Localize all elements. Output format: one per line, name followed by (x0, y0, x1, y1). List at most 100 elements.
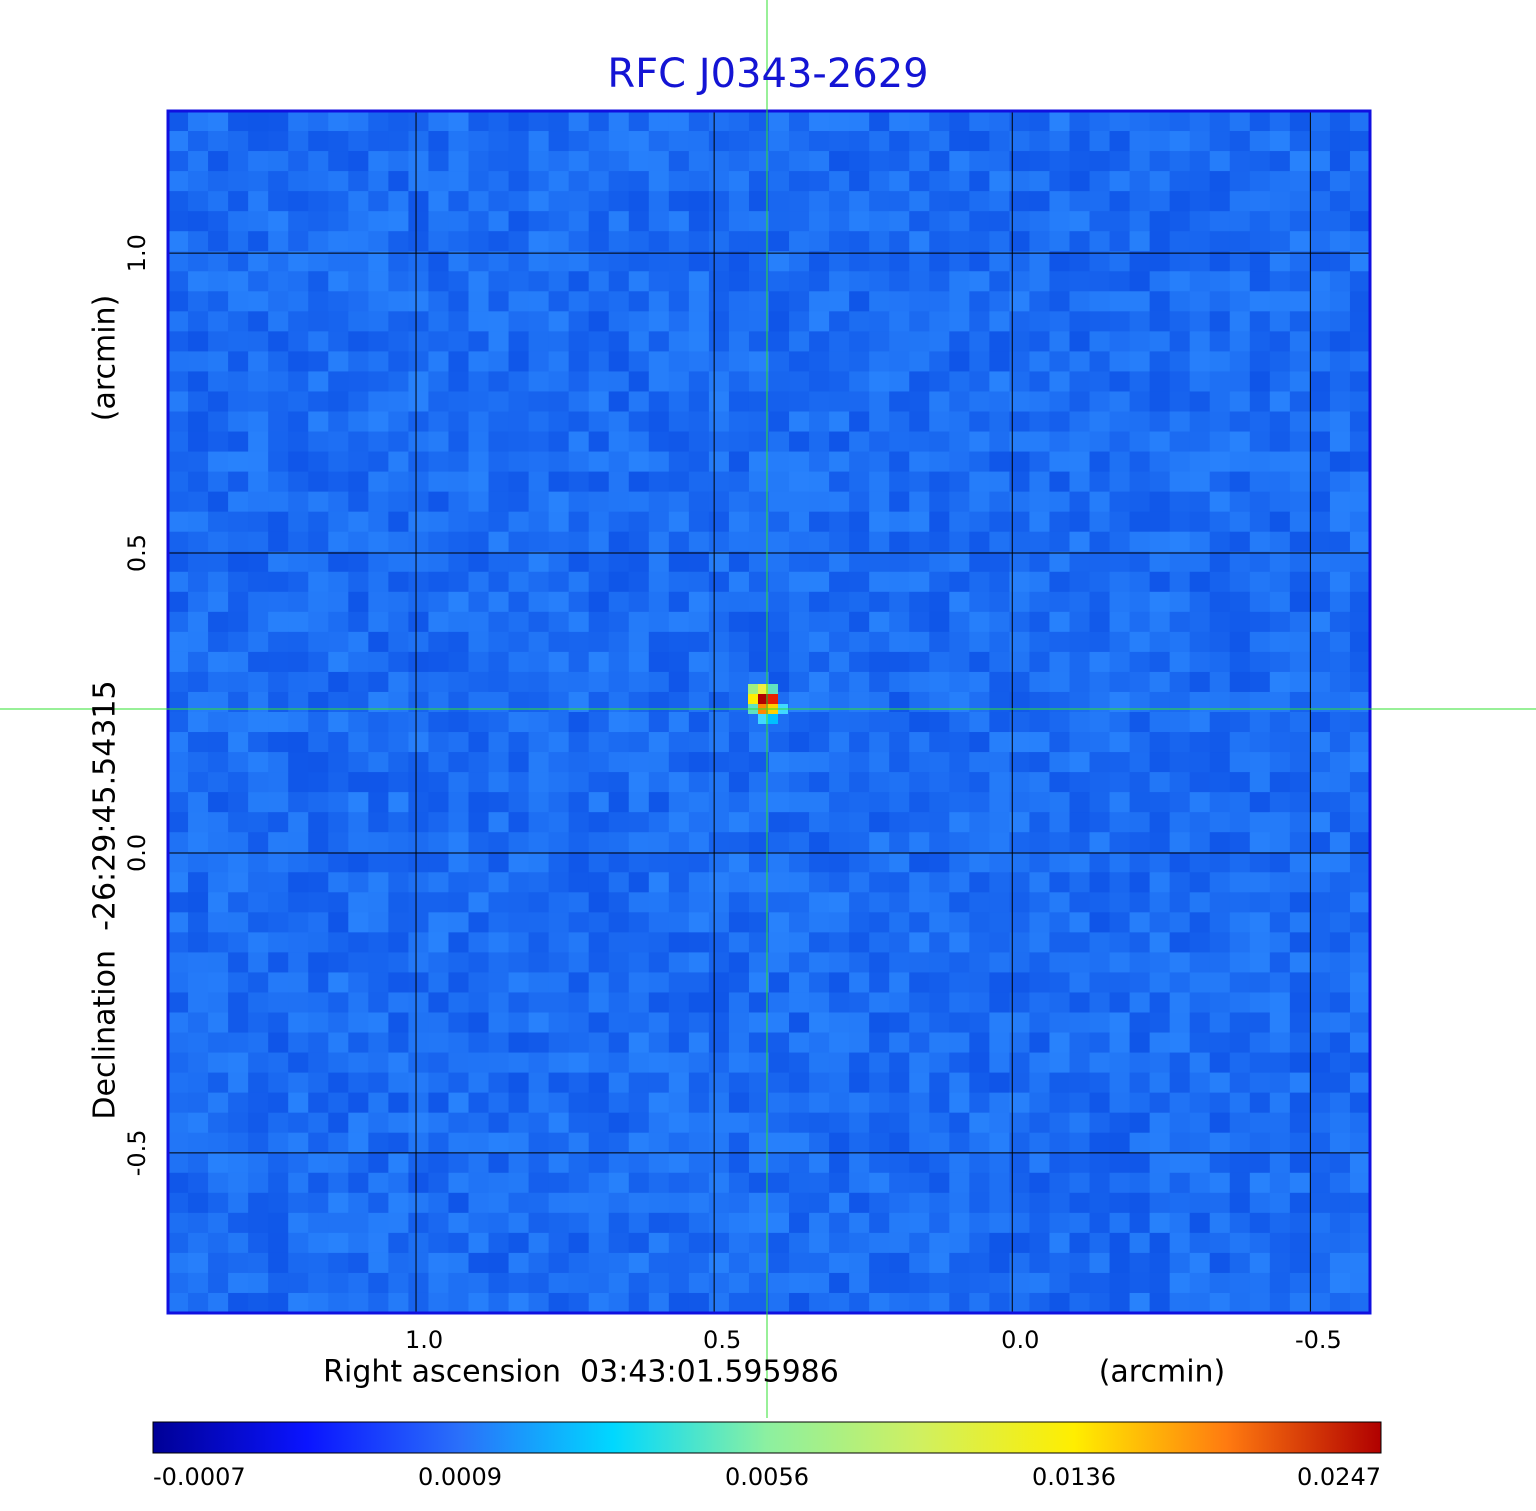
image-cell (1189, 551, 1211, 573)
image-cell (769, 251, 790, 272)
image-cell (268, 1112, 289, 1134)
image-cell (1289, 331, 1311, 352)
image-cell (188, 952, 209, 974)
image-cell (528, 131, 550, 152)
image-cell (668, 912, 690, 933)
image-cell (969, 1132, 990, 1154)
image-cell (969, 431, 990, 453)
image-cell (168, 451, 189, 473)
image-cell (368, 471, 389, 493)
image-cell (1209, 812, 1231, 833)
image-cell (789, 1252, 810, 1274)
image-cell (688, 832, 710, 853)
image-cell (748, 111, 770, 132)
image-cell (1209, 411, 1231, 433)
image-cell (448, 391, 470, 413)
image-cell (448, 1292, 470, 1314)
image-cell (769, 531, 790, 553)
image-cell (568, 792, 590, 813)
image-cell (1069, 491, 1091, 513)
image-cell (909, 511, 930, 533)
source-pixel (768, 694, 778, 704)
image-cell (1149, 431, 1171, 453)
image-cell (1109, 832, 1131, 853)
image-cell (789, 1272, 810, 1294)
image-cell (328, 691, 349, 713)
image-cell (588, 772, 610, 793)
image-cell (608, 291, 630, 312)
image-cell (528, 391, 550, 413)
image-cell (949, 111, 970, 132)
image-cell (708, 892, 730, 913)
image-cell (568, 411, 590, 433)
image-cell (488, 391, 510, 413)
image-cell (1109, 471, 1131, 493)
image-cell (1029, 952, 1051, 974)
image-cell (548, 1292, 570, 1314)
image-cell (769, 792, 790, 813)
image-cell (769, 1152, 790, 1174)
image-cell (288, 571, 309, 593)
image-cell (488, 251, 510, 272)
image-cell (909, 1252, 930, 1274)
image-cell (368, 431, 389, 453)
image-cell (188, 411, 209, 433)
image-cell (849, 231, 870, 252)
image-cell (1089, 912, 1111, 933)
y-tick-label: 0.0 (123, 834, 151, 872)
image-cell (1309, 411, 1331, 433)
image-cell (548, 972, 570, 994)
image-cell (728, 952, 750, 974)
image-cell (1349, 872, 1371, 893)
image-cell (889, 451, 910, 473)
image-cell (769, 231, 790, 252)
image-cell (989, 611, 1010, 633)
image-cell (208, 591, 229, 613)
image-cell (1269, 1052, 1291, 1074)
image-cell (408, 1032, 430, 1054)
chart-title: RFC J0343-2629 (607, 51, 928, 97)
image-cell (829, 1072, 850, 1094)
image-cell (748, 732, 770, 753)
image-cell (628, 391, 650, 413)
image-cell (1349, 1232, 1371, 1254)
image-cell (468, 611, 490, 633)
image-cell (528, 1072, 550, 1094)
image-cell (789, 1072, 810, 1094)
image-cell (889, 291, 910, 312)
image-cell (308, 812, 329, 833)
image-cell (1089, 752, 1111, 773)
image-cell (1009, 531, 1031, 553)
image-cell (208, 331, 229, 352)
image-cell (348, 792, 369, 813)
image-cell (1249, 351, 1271, 373)
image-cell (1049, 992, 1071, 1014)
image-cell (949, 271, 970, 292)
image-cell (1049, 171, 1071, 192)
image-cell (288, 972, 309, 994)
image-cell (1029, 511, 1051, 533)
image-cell (368, 131, 389, 152)
image-cell (188, 511, 209, 533)
image-cell (668, 1112, 690, 1134)
image-cell (368, 591, 389, 613)
image-cell (1129, 872, 1151, 893)
image-cell (949, 1212, 970, 1234)
image-cell (1129, 732, 1151, 753)
image-cell (1289, 691, 1311, 713)
image-cell (728, 752, 750, 773)
image-cell (849, 752, 870, 773)
image-cell (268, 1132, 289, 1154)
image-cell (809, 1112, 830, 1134)
image-cell (849, 872, 870, 893)
image-cell (969, 531, 990, 553)
image-cell (528, 832, 550, 853)
image-cell (668, 491, 690, 513)
image-cell (1149, 331, 1171, 352)
image-cell (388, 671, 409, 693)
image-cell (909, 391, 930, 413)
image-cell (829, 291, 850, 312)
image-cell (1009, 872, 1031, 893)
image-cell (1029, 231, 1051, 252)
